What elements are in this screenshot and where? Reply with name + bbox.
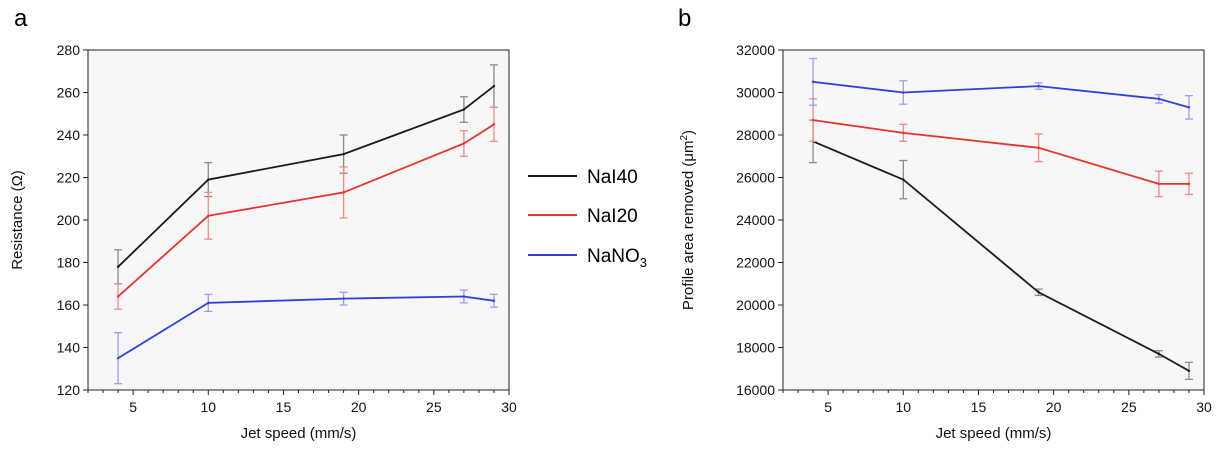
y-tick-label-160: 160 bbox=[57, 297, 81, 313]
data-point bbox=[1187, 182, 1191, 186]
x-tick-label-10: 10 bbox=[200, 399, 216, 415]
x-tick-label-15: 15 bbox=[276, 399, 292, 415]
data-point bbox=[492, 84, 496, 88]
x-tick-label-25: 25 bbox=[1121, 399, 1137, 415]
x-tick-label-20: 20 bbox=[351, 399, 367, 415]
chart-a: 120 140 160 180 200 220 240 260 280 5 10 15 20 25 30 Je… bbox=[9, 42, 517, 442]
x-axis-label-b: Jet speed (mm/s) bbox=[936, 425, 1052, 442]
data-point bbox=[342, 152, 345, 156]
x-tick-label-25: 25 bbox=[426, 399, 442, 415]
data-point bbox=[116, 265, 120, 268]
data-point bbox=[342, 297, 345, 300]
series-nai20-b bbox=[809, 98, 1193, 198]
data-point bbox=[492, 123, 496, 126]
y-tick-label-260: 260 bbox=[57, 85, 81, 101]
data-point bbox=[902, 131, 905, 135]
y-axis-label-b: Profile area removed (μm2) bbox=[679, 130, 697, 310]
panel-label-a: a bbox=[14, 5, 28, 32]
panel-label-b: b bbox=[678, 5, 691, 32]
data-point bbox=[1157, 182, 1161, 186]
data-point bbox=[1157, 352, 1161, 356]
y-tick-label-16000: 16000 bbox=[736, 382, 775, 398]
data-point bbox=[902, 178, 905, 181]
data-point bbox=[1187, 369, 1191, 373]
data-point bbox=[207, 301, 210, 305]
x-tick-label-10: 10 bbox=[895, 399, 911, 415]
y-tick-label-24000: 24000 bbox=[736, 212, 775, 228]
y-tick-label-22000: 22000 bbox=[736, 255, 775, 271]
y-tick-label-28000: 28000 bbox=[736, 127, 775, 143]
data-point bbox=[811, 118, 815, 122]
legend-label-nai20: NaI20 bbox=[587, 206, 638, 227]
y-tick-label-200: 200 bbox=[57, 212, 81, 228]
data-point bbox=[207, 178, 210, 181]
y-tick-label-240: 240 bbox=[57, 127, 81, 143]
x-tick-label-5: 5 bbox=[129, 399, 137, 415]
y-tick-label-30000: 30000 bbox=[736, 85, 775, 101]
legend-label-nano3: NaNO3 bbox=[587, 246, 647, 270]
series-nai20-a bbox=[114, 106, 498, 310]
y-tick-label-32000: 32000 bbox=[736, 42, 775, 58]
data-point bbox=[207, 214, 210, 217]
plot-frame-b bbox=[782, 49, 1205, 391]
y-tick-label-220: 220 bbox=[57, 170, 81, 186]
data-point bbox=[1157, 97, 1161, 101]
x-tick-label-5: 5 bbox=[824, 399, 832, 415]
data-point bbox=[462, 295, 466, 298]
data-point bbox=[902, 91, 905, 94]
x-tick-label-15: 15 bbox=[971, 399, 987, 415]
x-axis-label-a: Jet speed (mm/s) bbox=[241, 425, 357, 442]
data-point bbox=[1037, 291, 1040, 294]
y-tick-label-120: 120 bbox=[57, 382, 81, 398]
y-tick-label-140: 140 bbox=[57, 340, 81, 356]
y-tick-label-180: 180 bbox=[57, 255, 81, 271]
y-axis-label-a: Resistance (Ω) bbox=[9, 170, 26, 270]
data-point bbox=[116, 356, 120, 360]
data-point bbox=[462, 142, 466, 145]
data-point bbox=[1187, 106, 1191, 109]
data-point bbox=[462, 108, 466, 111]
series-nano3-a bbox=[114, 289, 498, 385]
legend-label-nai40: NaI40 bbox=[587, 167, 638, 188]
data-point bbox=[1037, 84, 1040, 88]
legend-item-nano3: NaNO3 bbox=[528, 246, 647, 270]
y-tick-label-26000: 26000 bbox=[736, 170, 775, 186]
series-nano3-b bbox=[809, 57, 1193, 120]
data-point bbox=[492, 299, 496, 302]
data-point bbox=[1037, 146, 1040, 149]
y-tick-label-20000: 20000 bbox=[736, 297, 775, 313]
x-tick-label-30: 30 bbox=[1196, 399, 1212, 415]
legend-item-nai20: NaI20 bbox=[528, 206, 638, 227]
x-tick-label-30: 30 bbox=[501, 399, 517, 415]
data-point bbox=[116, 295, 120, 298]
data-point bbox=[811, 80, 815, 84]
legend-item-nai40: NaI40 bbox=[528, 167, 638, 188]
legend: NaI40 NaI20 NaNO3 bbox=[528, 167, 647, 270]
y-tick-label-280: 280 bbox=[57, 42, 81, 58]
y-tick-label-18000: 18000 bbox=[736, 340, 775, 356]
plot-frame-a bbox=[87, 49, 510, 391]
data-point bbox=[342, 191, 345, 194]
x-tick-label-20: 20 bbox=[1046, 399, 1062, 415]
chart-b: 16000 18000 20000 22000 24000 26000 28000 30000… bbox=[679, 42, 1212, 442]
